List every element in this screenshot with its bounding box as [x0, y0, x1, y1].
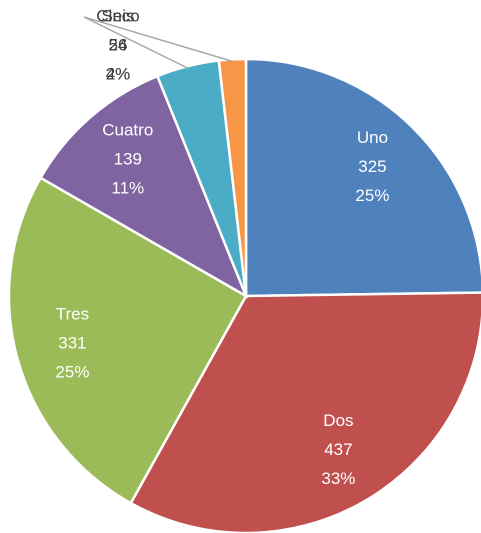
leader-line	[83, 16, 233, 63]
pie-slice	[244, 57, 481, 298]
label-name: Cinco	[96, 6, 139, 25]
label-percent: 25%	[55, 363, 89, 382]
label-name: Seis	[101, 6, 134, 25]
label-name: Uno	[357, 128, 388, 147]
label-value: 56	[109, 35, 128, 54]
pie-slice	[38, 74, 249, 299]
label-percent: 11%	[111, 179, 144, 198]
label-name: Cuatro	[102, 121, 153, 140]
label-percent: 25%	[355, 186, 389, 205]
label-name: Tres	[56, 305, 89, 324]
label-value: 325	[358, 157, 386, 176]
leader-line	[83, 16, 189, 69]
pie-slice	[217, 57, 248, 297]
pie-slice	[7, 176, 248, 505]
label-name: Dos	[323, 411, 353, 430]
label-value: 437	[324, 440, 352, 459]
label-value: 139	[114, 150, 142, 169]
label-percent: 2%	[106, 64, 131, 83]
pie-slice	[129, 291, 481, 533]
label-percent: 33%	[321, 469, 355, 488]
label-value: 24	[109, 35, 128, 54]
label-value: 331	[58, 334, 86, 353]
label-percent: 4%	[106, 64, 131, 83]
